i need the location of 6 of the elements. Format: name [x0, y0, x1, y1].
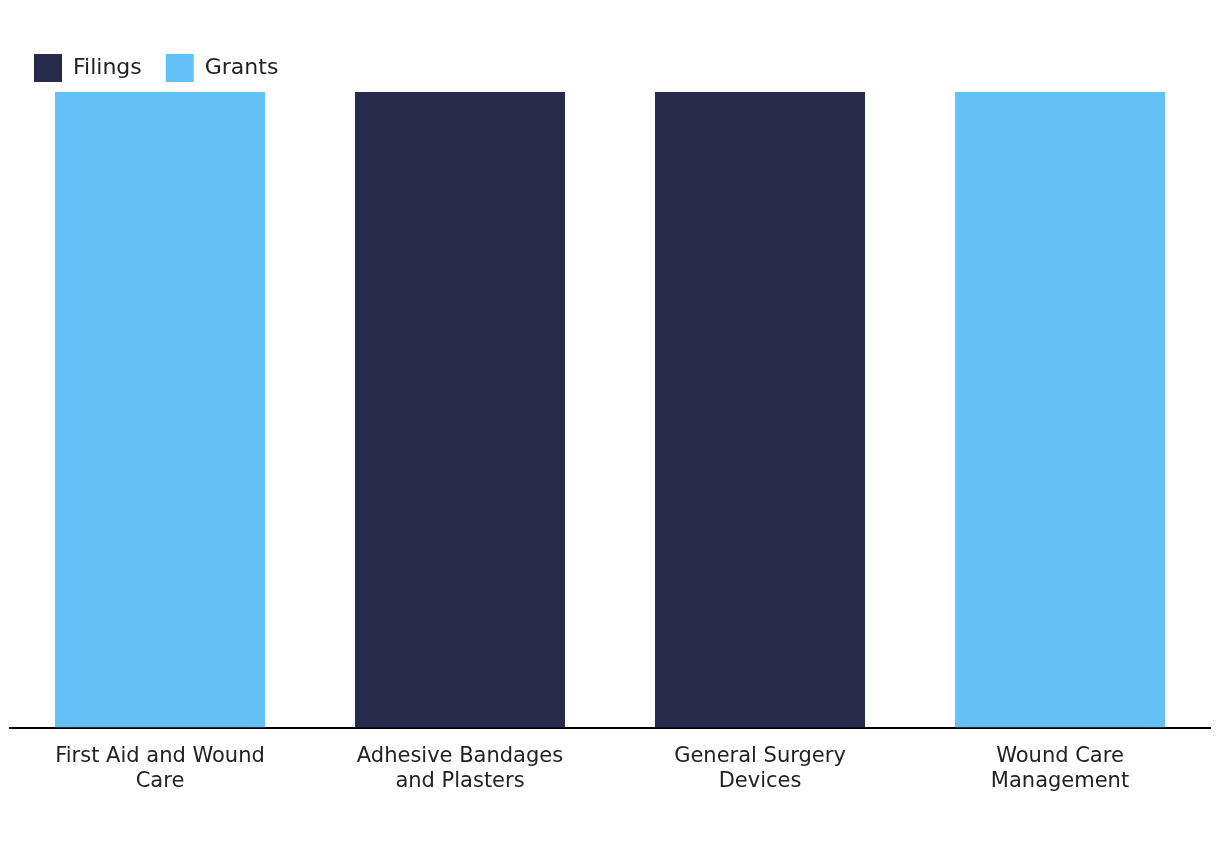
- x-tick-label: Adhesive Bandages and Plasters: [356, 742, 564, 792]
- x-tick-label: General Surgery Devices: [674, 742, 846, 792]
- legend-label: Grants: [204, 53, 279, 79]
- legend-label: Filings: [73, 53, 142, 79]
- x-tick-label: First Aid and Wound Care: [55, 742, 265, 792]
- x-tick-label: Wound Care Management: [990, 742, 1130, 792]
